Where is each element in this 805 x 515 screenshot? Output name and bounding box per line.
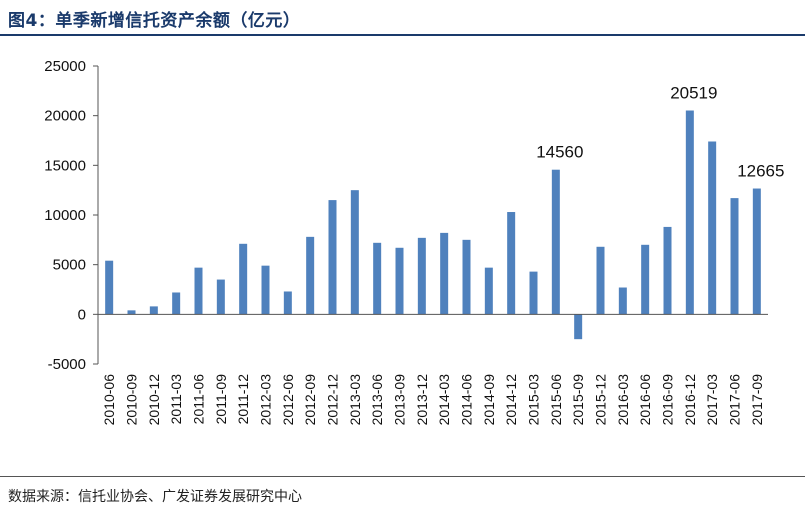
x-tick-label: 2015-09 (570, 374, 586, 426)
x-tick-label: 2011-06 (191, 374, 207, 425)
x-tick-label: 2015-06 (548, 374, 564, 426)
x-axis: 2010-06 2010-09 2010-12 2011-03 2011-06 2011-… (98, 313, 768, 426)
y-tick-label: 0 (78, 306, 86, 323)
bar (395, 247, 404, 315)
x-tick-label: 2017-06 (727, 374, 743, 426)
bar (328, 200, 337, 315)
y-tick-label: 25000 (44, 58, 86, 75)
title-rule (0, 34, 805, 36)
x-tick-label: 2013-12 (414, 374, 430, 426)
x-tick-label: 2016-03 (615, 374, 631, 426)
chart-title: 图4：单季新增信托资产余额（亿元） (8, 11, 301, 31)
bar (462, 239, 471, 315)
x-tick-label: 2016-06 (637, 374, 653, 426)
bar (507, 212, 516, 315)
bar (641, 244, 650, 315)
bar (127, 310, 136, 315)
bar (596, 246, 605, 315)
x-tick-label: 2012-03 (258, 374, 274, 426)
x-tick-label: 2012-06 (280, 374, 296, 426)
x-tick-label: 2010-06 (101, 374, 117, 426)
bar (283, 291, 292, 315)
x-tick-label: 2014-09 (481, 374, 497, 426)
bars (105, 110, 761, 340)
source-note: 数据来源：信托业协会、广发证券发展研究中心 (8, 489, 302, 505)
bar (529, 271, 538, 315)
data-label: 20519 (670, 84, 717, 103)
data-label: 14560 (536, 143, 583, 162)
x-tick-label: 2013-06 (369, 374, 385, 426)
bar (551, 169, 560, 315)
bar (216, 279, 225, 315)
x-tick-label: 2014-03 (436, 374, 452, 426)
x-tick-label: 2012-12 (325, 374, 341, 426)
bar (417, 237, 426, 315)
bar (149, 306, 158, 315)
y-tick-label: 10000 (44, 207, 86, 224)
x-tick-label: 2010-09 (124, 374, 140, 426)
y-tick-label: 15000 (44, 157, 86, 174)
bar (574, 314, 583, 340)
x-tick-label: 2012-09 (302, 374, 318, 426)
x-tick-label: 2016-09 (660, 374, 676, 426)
x-tick-label: 2011-12 (235, 374, 251, 425)
data-labels: 14560 20519 12665 (536, 84, 784, 181)
bar (618, 287, 627, 315)
x-tick-label: 2015-12 (593, 374, 609, 426)
bar (685, 110, 694, 315)
y-tick-label: 5000 (53, 257, 86, 274)
x-tick-label: 2013-03 (347, 374, 363, 426)
bar (306, 236, 315, 315)
bar (663, 226, 672, 315)
x-tick-label: 2016-12 (682, 374, 698, 426)
bar (440, 232, 449, 315)
x-tick-label: 2017-03 (704, 374, 720, 426)
x-tick-label: 2013-09 (392, 374, 408, 426)
bar (373, 242, 382, 315)
bar (708, 141, 717, 315)
source-rule (0, 476, 805, 477)
bar (105, 260, 114, 315)
y-tick-label: 20000 (44, 108, 86, 125)
bar (730, 198, 739, 315)
x-tick-label: 2014-12 (503, 374, 519, 426)
x-tick-label: 2011-03 (168, 374, 184, 425)
data-label: 12665 (737, 162, 784, 181)
x-tick-label: 2014-06 (459, 374, 475, 426)
x-tick-label: 2010-12 (146, 374, 162, 426)
bar (261, 265, 270, 315)
x-tick-label: 2011-09 (213, 374, 229, 425)
bar (194, 267, 203, 315)
y-tick-label: -5000 (48, 356, 86, 373)
bar (239, 243, 248, 315)
bar (752, 188, 761, 315)
bar (350, 190, 359, 315)
y-axis: 25000 20000 15000 10000 5000 0 -5000 (44, 58, 99, 373)
x-tick-label: 2015-03 (526, 374, 542, 426)
bar (484, 267, 493, 315)
bar (172, 292, 181, 315)
x-tick-label: 2017-09 (749, 374, 765, 426)
